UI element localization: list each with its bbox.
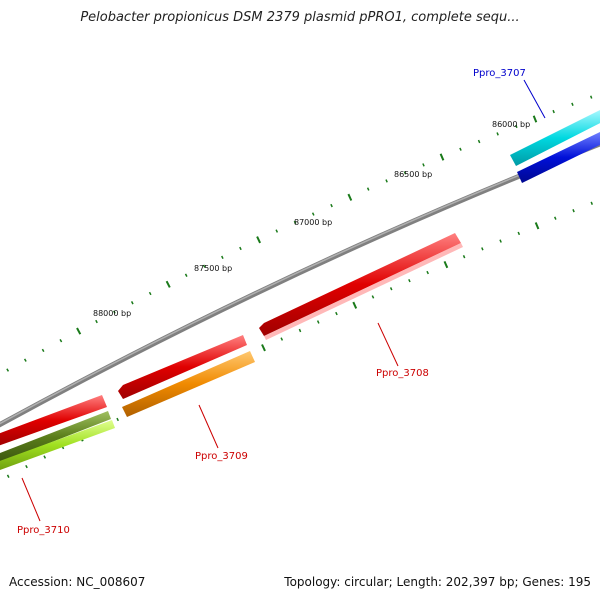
sequence-summary: Topology: circular; Length: 202,397 bp; … xyxy=(284,575,591,589)
feature-blue[interactable] xyxy=(517,132,600,183)
bp-label-87500: 87500 bp xyxy=(194,264,232,273)
bp-tick xyxy=(477,139,481,144)
bp-tick xyxy=(389,287,393,291)
leader-line-ppro3708 xyxy=(377,322,399,367)
bp-tick xyxy=(554,216,557,220)
feature-cyan[interactable] xyxy=(510,110,600,166)
bp-tick xyxy=(422,163,425,167)
bp-tick xyxy=(439,153,445,161)
bp-tick xyxy=(517,231,521,236)
feature-red-ppro3710[interactable] xyxy=(0,395,107,446)
feature-lime-ppro3710[interactable] xyxy=(0,420,115,470)
bp-tick xyxy=(443,260,449,269)
gene-label-ppro3707[interactable]: Ppro_3707 xyxy=(473,68,526,79)
bp-tick xyxy=(25,464,28,469)
bp-tick xyxy=(335,311,338,316)
bp-tick xyxy=(43,455,47,459)
bp-tick xyxy=(256,236,262,244)
bp-tick xyxy=(41,348,45,353)
bp-tick xyxy=(165,280,171,288)
bp-tick xyxy=(311,212,315,216)
bp-tick xyxy=(76,327,82,335)
accession-text: Accession: NC_008607 xyxy=(9,575,146,589)
bp-label-87000: 87000 bp xyxy=(294,218,332,227)
bp-ticks-outer xyxy=(6,95,593,372)
bp-tick xyxy=(532,115,538,123)
bp-tick xyxy=(515,124,518,129)
genome-backbone xyxy=(0,141,600,428)
feature-red-ppro3709[interactable] xyxy=(118,335,247,399)
bp-tick xyxy=(202,264,206,268)
bp-tick xyxy=(130,301,134,305)
feature-olive-ppro3710[interactable] xyxy=(0,411,111,463)
bp-tick xyxy=(385,179,388,183)
bp-tick xyxy=(298,328,302,333)
gene-label-ppro3709[interactable]: Ppro_3709 xyxy=(195,451,248,462)
bp-tick xyxy=(462,255,466,259)
bp-tick xyxy=(23,358,27,362)
feature-red-ppro3708[interactable] xyxy=(259,233,463,340)
bp-tick xyxy=(113,310,116,314)
bp-tick xyxy=(571,102,574,106)
bp-tick xyxy=(534,222,540,230)
bp-ticks-inner xyxy=(6,201,593,478)
bp-tick xyxy=(499,239,502,243)
bp-tick xyxy=(589,95,593,99)
bp-label-86500: 86500 bp xyxy=(394,170,432,179)
leader-line-ppro3709 xyxy=(198,404,219,449)
bp-tick xyxy=(496,132,499,136)
bp-tick xyxy=(6,474,10,478)
bp-tick xyxy=(280,337,284,341)
bp-tick xyxy=(148,291,152,296)
bp-tick xyxy=(293,220,297,225)
gene-label-ppro3710[interactable]: Ppro_3710 xyxy=(17,525,70,536)
leader-line-ppro3707 xyxy=(523,79,546,119)
bp-tick xyxy=(352,301,358,309)
bp-tick xyxy=(275,229,279,233)
bp-tick xyxy=(481,247,484,251)
bp-tick xyxy=(221,255,224,260)
bp-label-88000: 88000 bp xyxy=(93,309,131,318)
feature-orange-ppro3709[interactable] xyxy=(122,351,255,417)
bp-tick xyxy=(184,273,188,277)
bp-tick xyxy=(6,368,10,372)
bp-tick xyxy=(330,203,333,208)
bp-tick xyxy=(116,417,119,422)
leader-line-ppro3710 xyxy=(21,477,41,522)
bp-tick xyxy=(371,295,375,299)
bp-tick xyxy=(552,109,555,114)
bp-tick xyxy=(426,270,429,275)
bp-tick xyxy=(459,147,462,151)
bp-tick xyxy=(95,319,98,324)
bp-tick xyxy=(316,320,320,324)
map-title: Pelobacter propionicus DSM 2379 plasmid … xyxy=(80,10,520,25)
bp-tick xyxy=(572,209,575,213)
bp-tick xyxy=(366,187,370,191)
gene-label-ppro3708[interactable]: Ppro_3708 xyxy=(376,368,429,379)
bp-tick xyxy=(590,201,593,205)
bp-tick xyxy=(403,171,407,175)
bp-tick xyxy=(59,339,63,343)
bp-tick xyxy=(408,278,411,283)
bp-tick xyxy=(347,193,353,201)
bp-tick xyxy=(261,344,266,352)
bp-tick xyxy=(239,246,242,251)
bp-label-86000: 86000 bp xyxy=(492,120,530,129)
